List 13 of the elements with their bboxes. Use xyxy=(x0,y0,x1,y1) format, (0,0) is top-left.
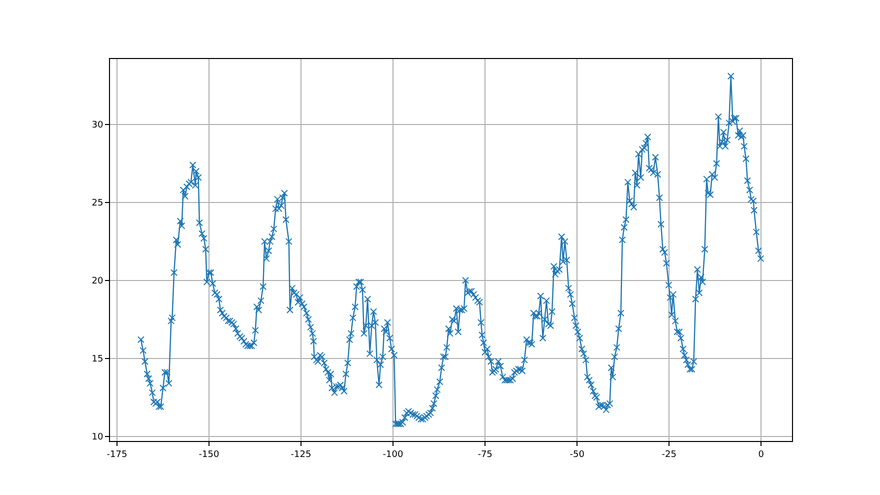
x-tick-label: -50 xyxy=(570,450,585,460)
x-tick-label: -75 xyxy=(478,450,492,460)
x-tick-label: -25 xyxy=(662,450,676,460)
x-tick-label: -100 xyxy=(382,450,404,460)
y-tick-label: 20 xyxy=(92,276,104,287)
y-tick-label: 10 xyxy=(92,432,104,442)
x-tick-label: -150 xyxy=(198,450,220,460)
x-tick-label: 0 xyxy=(758,450,764,460)
x-tick-label: -175 xyxy=(106,450,128,460)
y-tick-label: 30 xyxy=(92,120,104,131)
y-tick-label: 25 xyxy=(92,198,104,209)
x-tick-label: -125 xyxy=(290,450,312,460)
y-tick-label: 15 xyxy=(92,354,104,365)
